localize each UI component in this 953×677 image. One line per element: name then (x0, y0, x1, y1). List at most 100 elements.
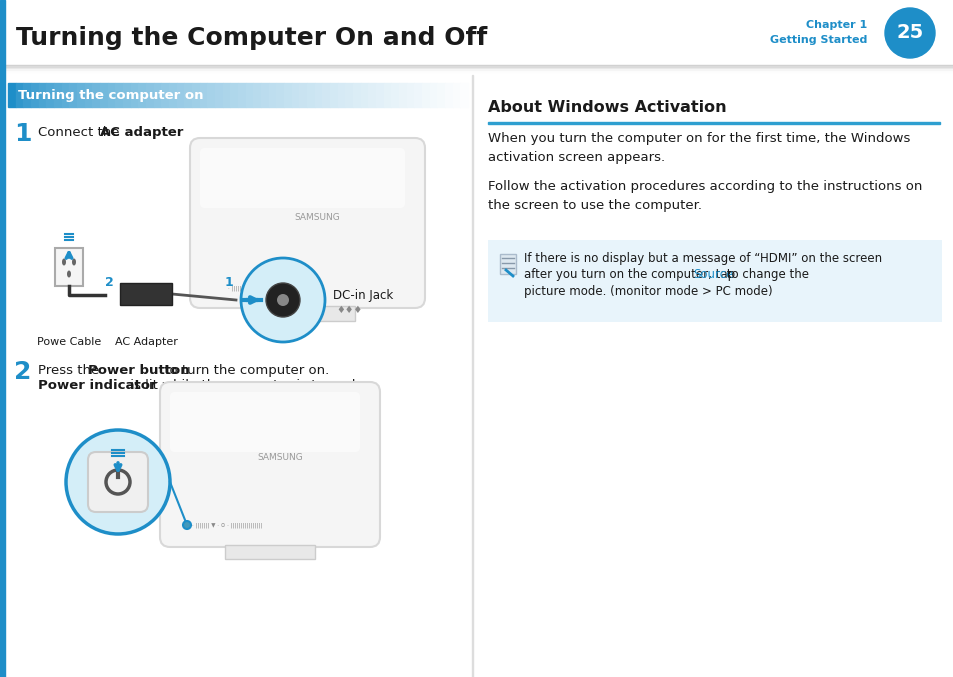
Text: AC adapter: AC adapter (100, 126, 183, 139)
Bar (375, 83, 383, 107)
Circle shape (241, 258, 325, 342)
Bar (15, 83, 23, 107)
Text: SAMSUNG: SAMSUNG (294, 213, 340, 223)
Bar (460, 83, 468, 107)
Circle shape (183, 521, 191, 529)
Text: 2: 2 (14, 360, 31, 384)
Bar (299, 83, 307, 107)
Text: after you turn on the computer, tap: after you turn on the computer, tap (523, 268, 739, 281)
Bar (207, 83, 214, 107)
Bar (54, 83, 62, 107)
Bar (398, 83, 406, 107)
Circle shape (66, 430, 170, 534)
Bar (47, 83, 54, 107)
Bar (176, 83, 184, 107)
Text: Follow the activation procedures according to the instructions on
the screen to : Follow the activation procedures accordi… (488, 180, 922, 212)
Ellipse shape (62, 259, 66, 265)
Bar (199, 83, 207, 107)
Bar (488, 122, 939, 123)
Bar (214, 83, 222, 107)
Bar (192, 83, 199, 107)
Text: · ||||||| ▼ · ⊙ · ||||||||||||||||: · ||||||| ▼ · ⊙ · |||||||||||||||| (228, 285, 298, 290)
Text: Press the: Press the (38, 364, 103, 377)
Circle shape (884, 8, 934, 58)
Text: When you turn the computer on for the first time, the Windows
activation screen : When you turn the computer on for the fi… (488, 132, 909, 164)
Bar (184, 83, 192, 107)
Bar (353, 83, 360, 107)
Bar (120, 283, 172, 305)
Bar (368, 83, 375, 107)
Bar (0, 0, 5, 677)
Text: Turning the Computer On and Off: Turning the Computer On and Off (16, 26, 487, 50)
Bar (8, 83, 15, 107)
Text: 1: 1 (225, 276, 233, 288)
Circle shape (266, 283, 299, 317)
Text: 2: 2 (105, 276, 113, 290)
Bar (70, 83, 77, 107)
Bar (260, 306, 355, 321)
Text: SAMSUNG: SAMSUNG (257, 452, 302, 462)
Text: About Windows Activation: About Windows Activation (488, 100, 726, 115)
Bar (230, 83, 237, 107)
Bar (269, 83, 276, 107)
Bar (123, 83, 131, 107)
Bar (237, 83, 246, 107)
Bar (39, 83, 47, 107)
Bar (452, 83, 460, 107)
Text: Powe Cable: Powe Cable (37, 337, 101, 347)
Bar (5, 65, 953, 67)
Text: to turn the computer on.: to turn the computer on. (160, 364, 329, 377)
Bar (337, 83, 345, 107)
Bar (77, 83, 85, 107)
FancyBboxPatch shape (190, 138, 424, 308)
Bar (5, 70, 953, 72)
Text: Power indicator: Power indicator (38, 379, 156, 392)
Ellipse shape (67, 271, 71, 278)
Bar (55, 248, 83, 286)
Bar (360, 83, 368, 107)
Text: .: . (165, 126, 169, 139)
Bar (429, 83, 436, 107)
Bar (292, 83, 299, 107)
Bar (92, 83, 100, 107)
Bar (153, 83, 161, 107)
Bar (330, 83, 337, 107)
Bar (23, 83, 30, 107)
Text: Power button: Power button (88, 364, 190, 377)
Circle shape (276, 294, 289, 306)
Bar (499, 254, 516, 274)
Bar (345, 83, 353, 107)
Text: 1: 1 (14, 122, 31, 146)
Text: is lit while the computer is turned on.: is lit while the computer is turned on. (126, 379, 380, 392)
Bar (421, 83, 429, 107)
Bar (161, 83, 169, 107)
Bar (414, 83, 421, 107)
Bar (284, 83, 292, 107)
Text: If there is no display but a message of “HDMI” on the screen: If there is no display but a message of … (523, 252, 882, 265)
Bar (131, 83, 138, 107)
Ellipse shape (71, 259, 76, 265)
Bar (436, 83, 444, 107)
Bar (62, 83, 70, 107)
Bar (391, 83, 398, 107)
Bar (314, 83, 322, 107)
FancyBboxPatch shape (160, 382, 379, 547)
Bar (222, 83, 230, 107)
FancyBboxPatch shape (170, 392, 359, 452)
Text: · ||||||| ▼ · ⊙ · ||||||||||||||||: · ||||||| ▼ · ⊙ · |||||||||||||||| (192, 522, 262, 528)
Bar (146, 83, 153, 107)
Bar (5, 68, 953, 70)
Text: to change the: to change the (722, 268, 808, 281)
Text: Chapter 1: Chapter 1 (805, 20, 866, 30)
Bar (261, 83, 269, 107)
Text: Connect the: Connect the (38, 126, 124, 139)
Bar (406, 83, 414, 107)
Text: DC-in Jack: DC-in Jack (333, 290, 393, 303)
Text: picture mode. (monitor mode > PC mode): picture mode. (monitor mode > PC mode) (523, 285, 772, 298)
Bar (225, 545, 314, 559)
Bar (276, 83, 284, 107)
Bar (5, 66, 953, 68)
Bar (138, 83, 146, 107)
Bar (85, 83, 92, 107)
Bar (488, 240, 941, 322)
